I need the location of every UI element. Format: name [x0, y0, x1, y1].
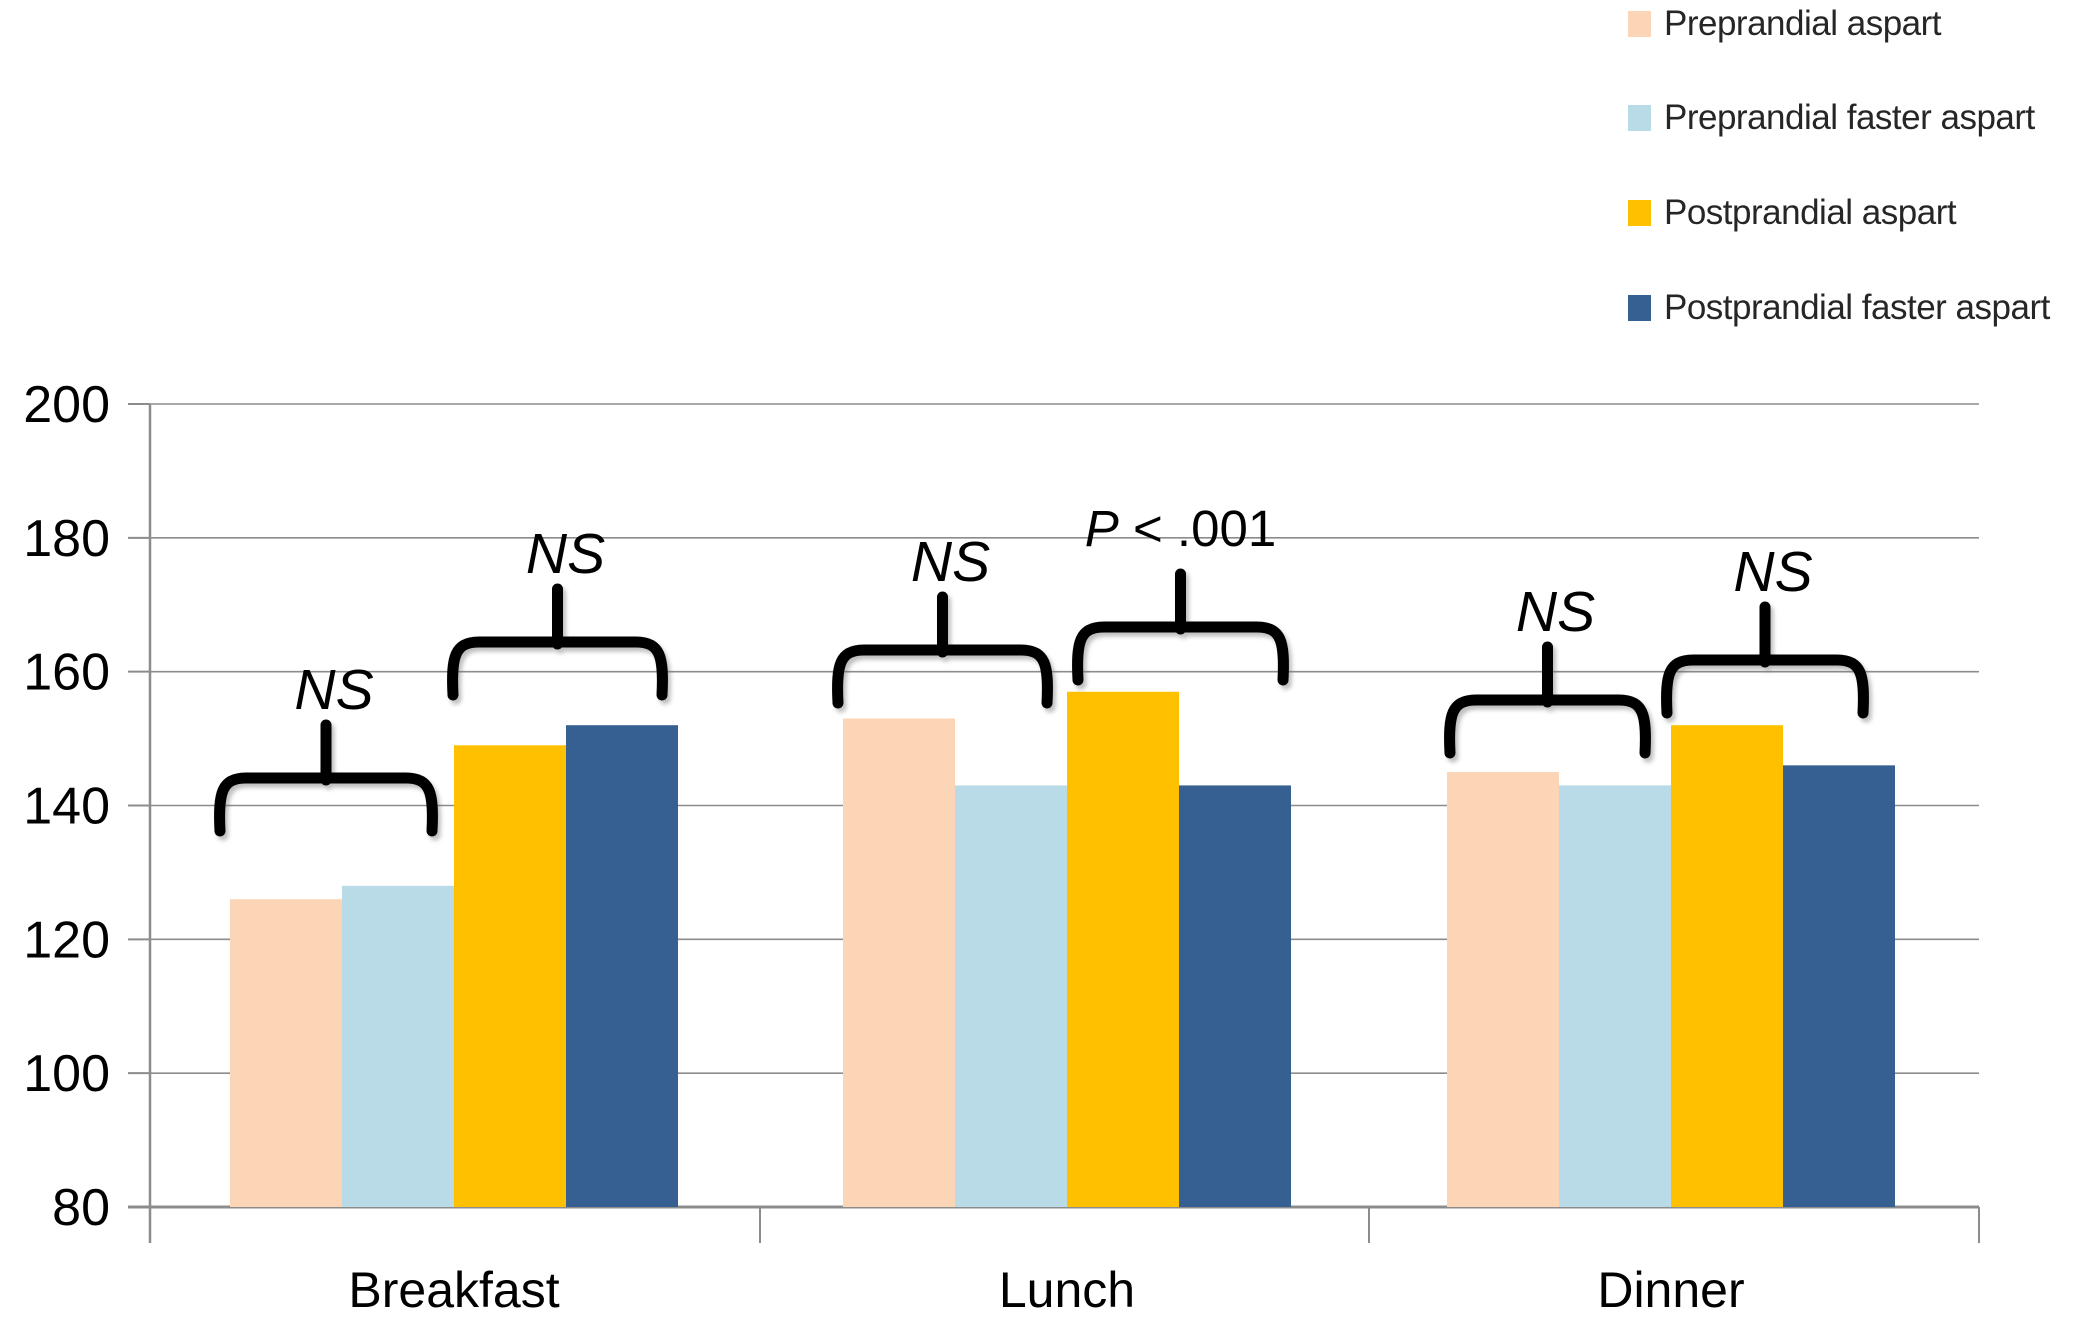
bar-breakfast-0 [230, 899, 342, 1207]
y-axis-tick-label: 140 [23, 778, 110, 836]
significance-brace-lunch-preprandial [832, 591, 1053, 709]
bar-lunch-1 [955, 785, 1067, 1207]
significance-brace-lunch-postprandial [1072, 568, 1289, 686]
significance-brace-dinner-postprandial [1661, 601, 1869, 719]
significance-brace-breakfast-postprandial [447, 583, 668, 701]
x-category-label: Lunch [999, 1262, 1135, 1318]
bar-breakfast-3 [566, 725, 678, 1207]
legend-label: Postprandial aspart [1664, 193, 1957, 232]
bar-dinner-3 [1783, 765, 1895, 1207]
bar-dinner-1 [1559, 785, 1671, 1207]
y-axis-tick-label: 100 [23, 1045, 110, 1103]
significance-label-lunch-postprandial: P < .001 [1085, 500, 1276, 557]
significance-brace-dinner-preprandial [1444, 641, 1651, 759]
legend-label: Preprandial aspart [1664, 4, 1942, 43]
y-axis-tick-label: 80 [52, 1179, 110, 1237]
legend-swatch-preprandial-faster-aspart [1628, 105, 1651, 131]
significance-label-lunch-preprandial: NS [911, 530, 990, 594]
bar-lunch-0 [843, 718, 955, 1207]
y-axis-tick-label: 160 [23, 644, 110, 702]
legend-item-postprandial-aspart: Postprandial aspart [1628, 193, 1957, 232]
y-axis-tick-label: 180 [23, 510, 110, 568]
significance-label-dinner-preprandial: NS [1516, 580, 1595, 644]
legend-label: Preprandial faster aspart [1664, 98, 2035, 137]
x-category-label: Breakfast [348, 1262, 559, 1318]
bar-lunch-2 [1067, 691, 1179, 1207]
significance-label-dinner-postprandial: NS [1733, 540, 1812, 604]
y-axis-tick-label: 200 [23, 376, 110, 434]
bar-breakfast-2 [454, 745, 566, 1207]
legend-swatch-postprandial-faster-aspart [1628, 295, 1651, 321]
legend-item-postprandial-faster-aspart: Postprandial faster aspart [1628, 288, 2050, 327]
bar-breakfast-1 [342, 885, 454, 1207]
legend-item-preprandial-faster-aspart: Preprandial faster aspart [1628, 98, 2035, 137]
legend-label: Postprandial faster aspart [1664, 288, 2050, 327]
significance-label-breakfast-postprandial: NS [526, 522, 605, 586]
legend-item-preprandial-aspart: Preprandial aspart [1628, 4, 1942, 43]
y-axis-tick-label: 120 [23, 911, 110, 969]
significance-label-breakfast-preprandial: NS [294, 658, 373, 722]
significance-brace-breakfast-preprandial [214, 719, 438, 837]
x-category-label: Dinner [1597, 1262, 1744, 1318]
legend-swatch-postprandial-aspart [1628, 200, 1651, 226]
bar-lunch-3 [1179, 785, 1291, 1207]
bar-dinner-0 [1447, 772, 1559, 1207]
bar-dinner-2 [1671, 725, 1783, 1207]
legend-swatch-preprandial-aspart [1628, 11, 1651, 37]
